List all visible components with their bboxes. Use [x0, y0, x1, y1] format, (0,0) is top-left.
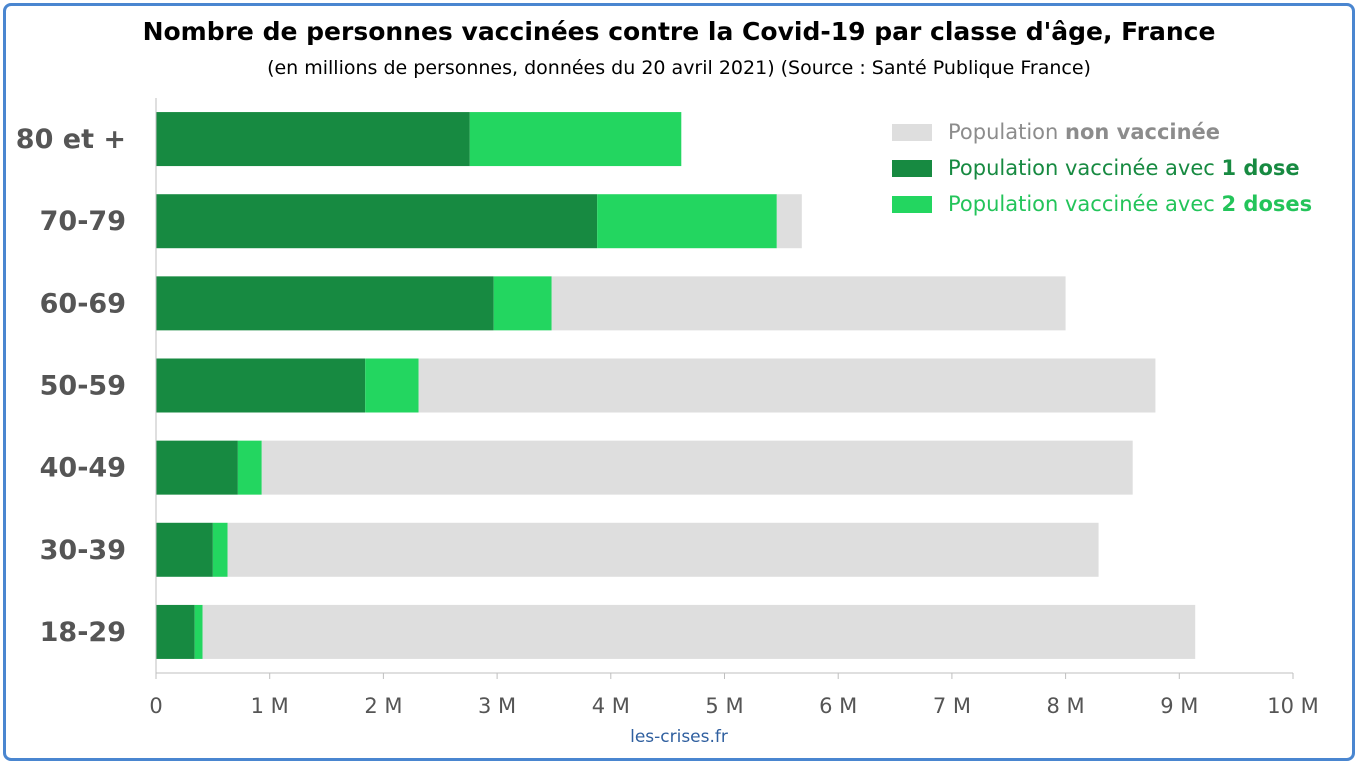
legend: Population non vaccinée Population vacci…: [892, 114, 1312, 222]
bar-non-vaccinated-6: [202, 604, 1196, 659]
legend-item-non-vaccinated: Population non vaccinée: [892, 114, 1312, 150]
category-label-4: 40-49: [40, 453, 126, 484]
chart-subtitle: (en millions de personnes, données du 20…: [267, 57, 1091, 79]
bar-one-dose-2: [156, 276, 494, 331]
category-label-1: 70-79: [40, 206, 126, 237]
bar-one-dose-3: [156, 358, 366, 413]
category-label-0: 80 et +: [16, 124, 126, 155]
bar-one-dose-6: [156, 604, 195, 659]
bar-non-vaccinated-5: [227, 522, 1099, 577]
x-tick-label-3: 3 M: [478, 694, 516, 718]
legend-swatch-two-doses: [892, 195, 932, 213]
legend-item-two-doses: Population vaccinée avec 2 doses: [892, 186, 1312, 222]
x-tick-label-6: 6 M: [819, 694, 857, 718]
bar-two-doses-2: [493, 276, 552, 331]
legend-item-one-dose: Population vaccinée avec 1 dose: [892, 150, 1312, 186]
x-tick-label-9: 9 M: [1160, 694, 1198, 718]
legend-text-one-dose: Population vaccinée avec 1 dose: [948, 156, 1300, 180]
legend-prefix: Population: [948, 120, 1066, 144]
bar-one-dose-4: [156, 440, 238, 495]
source-credit: les-crises.fr: [630, 727, 728, 747]
legend-prefix: Population vaccinée avec: [948, 192, 1222, 216]
bar-two-doses-5: [212, 522, 228, 577]
bar-non-vaccinated-1: [776, 194, 802, 249]
legend-bold: 2 doses: [1221, 192, 1313, 216]
category-label-5: 30-39: [40, 535, 126, 566]
legend-swatch-non-vaccinated: [892, 123, 932, 141]
legend-text-non-vaccinated: Population non vaccinée: [948, 120, 1220, 144]
x-tick-label-4: 4 M: [592, 694, 630, 718]
bar-one-dose-0: [156, 112, 470, 167]
legend-text-two-doses: Population vaccinée avec 2 doses: [948, 192, 1312, 216]
x-tick-label-1: 1 M: [251, 694, 289, 718]
x-tick-label-0: 0: [149, 694, 162, 718]
legend-prefix: Population vaccinée avec: [948, 156, 1222, 180]
chart-title: Nombre de personnes vaccinées contre la …: [142, 17, 1216, 46]
category-label-3: 50-59: [40, 371, 126, 402]
bar-non-vaccinated-4: [261, 440, 1133, 495]
bar-non-vaccinated-3: [418, 358, 1156, 413]
bar-two-doses-3: [365, 358, 419, 413]
bar-one-dose-5: [156, 522, 213, 577]
legend-bold: non vaccinée: [1065, 120, 1221, 144]
x-tick-label-2: 2 M: [364, 694, 402, 718]
bar-one-dose-1: [156, 194, 598, 249]
bar-two-doses-0: [469, 112, 682, 167]
bar-two-doses-6: [194, 604, 203, 659]
bar-two-doses-1: [597, 194, 777, 249]
category-label-2: 60-69: [40, 288, 126, 319]
bar-non-vaccinated-2: [551, 276, 1066, 331]
legend-swatch-one-dose: [892, 159, 932, 177]
bar-two-doses-4: [237, 440, 262, 495]
legend-bold: 1 dose: [1221, 156, 1300, 180]
x-tick-label-5: 5 M: [705, 694, 743, 718]
x-tick-label-8: 8 M: [1047, 694, 1085, 718]
category-label-6: 18-29: [40, 617, 126, 648]
x-tick-label-10: 10 M: [1267, 694, 1319, 718]
x-tick-label-7: 7 M: [933, 694, 971, 718]
